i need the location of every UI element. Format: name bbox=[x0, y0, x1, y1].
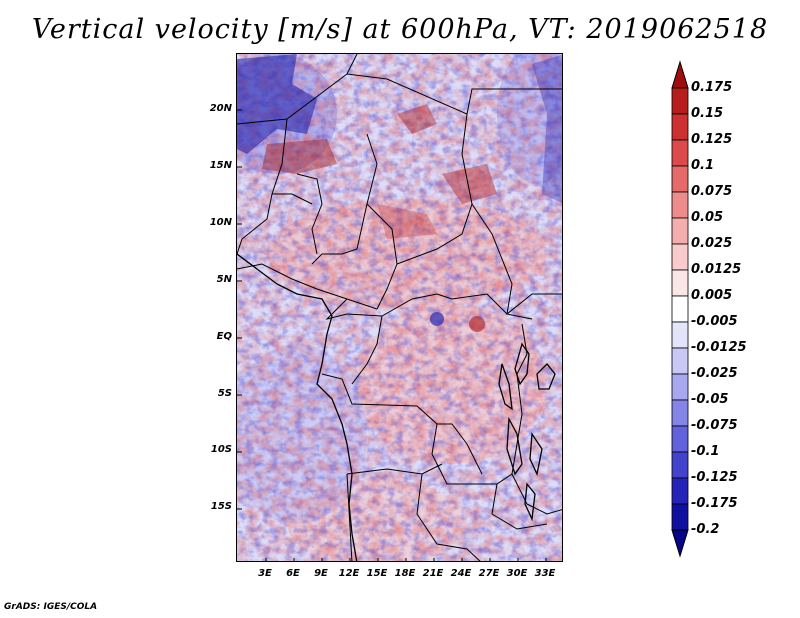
lat-label-15n: 15N bbox=[209, 160, 232, 171]
colorbar-label: 0.1 bbox=[691, 158, 715, 173]
colorbar-segment bbox=[671, 321, 689, 349]
map-panel bbox=[236, 53, 563, 562]
lon-label-15e: 15E bbox=[366, 568, 388, 579]
lon-label-6e: 6E bbox=[286, 568, 300, 579]
colorbar-label: 0.05 bbox=[691, 210, 724, 225]
colorbar-label: -0.075 bbox=[691, 418, 738, 433]
lat-label-5s: 5S bbox=[217, 388, 232, 399]
colorbar-label: 0.005 bbox=[691, 288, 733, 303]
colorbar-label: 0.175 bbox=[691, 80, 733, 95]
lon-label-12e: 12E bbox=[338, 568, 360, 579]
colorbar-label: -0.025 bbox=[691, 366, 738, 381]
lat-label-10n: 10N bbox=[209, 217, 232, 228]
colorbar-segment bbox=[671, 425, 689, 453]
colorbar-label: -0.1 bbox=[691, 444, 720, 459]
colorbar-label: -0.05 bbox=[691, 392, 729, 407]
grads-credit: GrADS: IGES/COLA bbox=[4, 602, 98, 612]
axis-ticks bbox=[237, 109, 547, 561]
lon-label-9e: 9E bbox=[314, 568, 328, 579]
colorbar-segment bbox=[671, 269, 689, 297]
colorbar-segments bbox=[671, 60, 689, 558]
colorbar-label: -0.005 bbox=[691, 314, 738, 329]
colorbar-segment bbox=[671, 503, 689, 531]
lat-label-eq: EQ bbox=[216, 331, 232, 342]
colorbar-label: 0.025 bbox=[691, 236, 733, 251]
colorbar-segment bbox=[671, 113, 689, 141]
great-lakes bbox=[498, 342, 556, 522]
colorbar-label: -0.0125 bbox=[691, 340, 747, 355]
colorbar-segment bbox=[671, 87, 689, 115]
colorbar-segment bbox=[671, 295, 689, 323]
lon-label-3e: 3E bbox=[258, 568, 272, 579]
colorbar-label: 0.125 bbox=[691, 132, 733, 147]
country-borders bbox=[237, 54, 562, 561]
colorbar-label: 0.075 bbox=[691, 184, 733, 199]
colorbar-top-arrow bbox=[671, 60, 689, 89]
colorbar-segment bbox=[671, 191, 689, 219]
colorbar-segment bbox=[671, 347, 689, 375]
lon-label-30e: 30E bbox=[506, 568, 528, 579]
lon-label-33e: 33E bbox=[534, 568, 556, 579]
lat-label-10s: 10S bbox=[210, 444, 232, 455]
colorbar-segment bbox=[671, 139, 689, 167]
colorbar-label: -0.175 bbox=[691, 496, 738, 511]
lat-label-20n: 20N bbox=[209, 103, 232, 114]
colorbar-segment bbox=[671, 373, 689, 401]
coastline bbox=[237, 253, 358, 561]
colorbar-segment bbox=[671, 217, 689, 245]
colorbar-segment bbox=[671, 451, 689, 479]
colorbar-label: 0.0125 bbox=[691, 262, 742, 277]
colorbar-segment bbox=[671, 243, 689, 271]
map-title: Vertical velocity [m/s] at 600hPa, VT: 2… bbox=[31, 14, 769, 45]
velocity-field bbox=[237, 54, 562, 561]
lat-label-15s: 15S bbox=[210, 501, 232, 512]
colorbar-segment bbox=[671, 477, 689, 505]
lon-label-18e: 18E bbox=[394, 568, 416, 579]
colorbar-segment bbox=[671, 165, 689, 193]
lon-label-21e: 21E bbox=[422, 568, 444, 579]
colorbar-label: -0.2 bbox=[691, 522, 720, 537]
colorbar-label: -0.125 bbox=[691, 470, 738, 485]
lon-label-24e: 24E bbox=[450, 568, 472, 579]
colorbar-bottom-arrow bbox=[671, 529, 689, 558]
lat-label-5n: 5N bbox=[216, 274, 232, 285]
lon-label-27e: 27E bbox=[478, 568, 500, 579]
colorbar-segment bbox=[671, 399, 689, 427]
colorbar-label: 0.15 bbox=[691, 106, 724, 121]
